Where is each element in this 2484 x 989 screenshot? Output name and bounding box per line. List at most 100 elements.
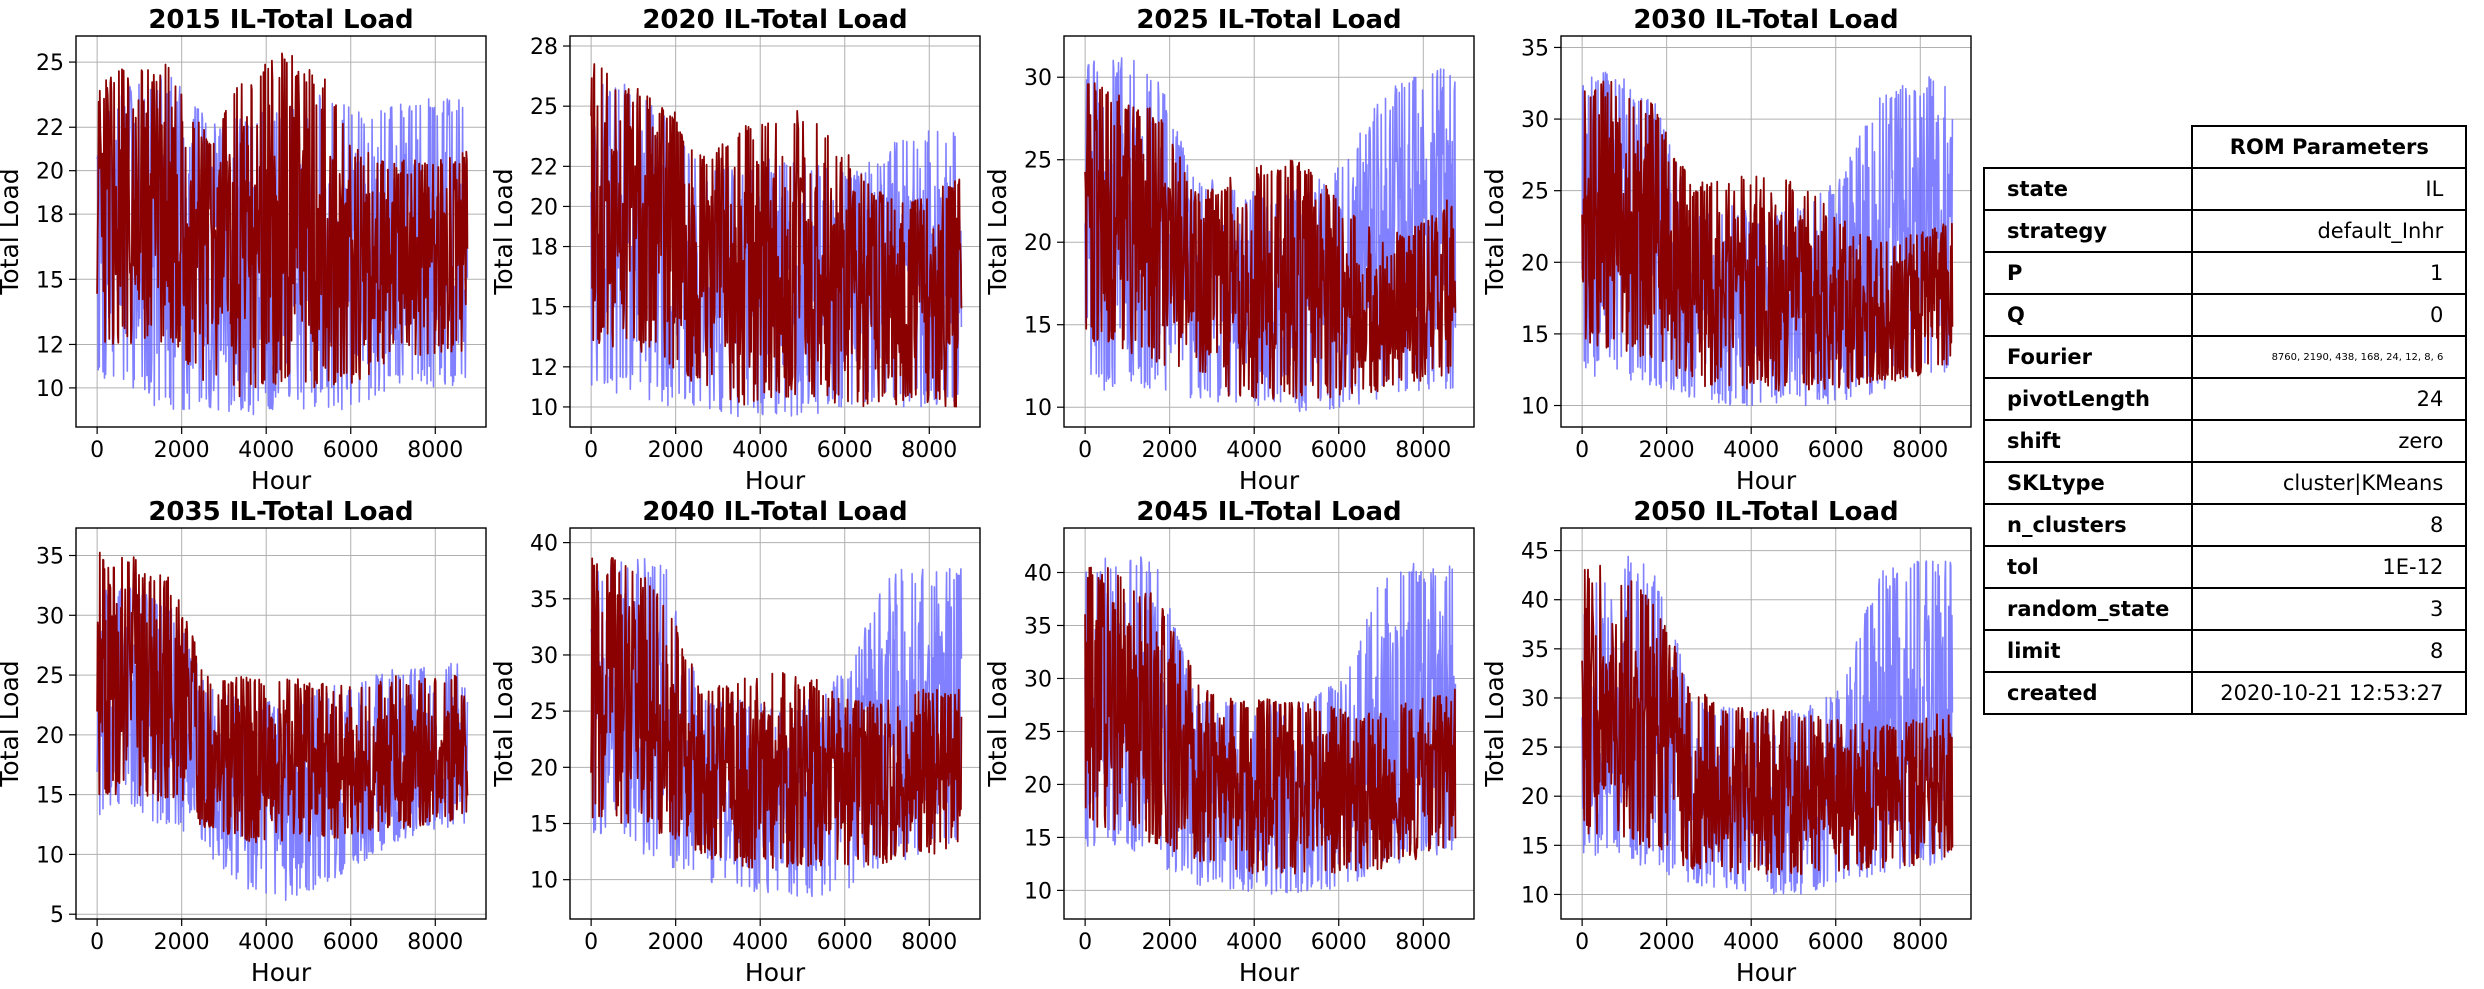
- table-row: random_state 3: [1982, 587, 2468, 631]
- y-axis-label: Total Load: [983, 660, 1012, 787]
- y-tick-label: 30: [1521, 687, 1549, 712]
- table-header-row: ROM Parameters: [1984, 125, 2468, 169]
- chart-panel: 0 2000 4000 6000 8000 10 15 20 25 30 35 2030 IL-Tot…: [1480, 5, 1972, 495]
- x-axis-label: Hour: [1239, 958, 1300, 987]
- param-key: limit: [1982, 629, 2194, 673]
- x-tick-label: 0: [1575, 930, 1589, 955]
- x-tick-label: 2000: [648, 438, 704, 463]
- x-tick-label: 2000: [1142, 438, 1198, 463]
- y-tick-label: 15: [530, 296, 558, 321]
- y-axis-label: Total Load: [0, 168, 24, 295]
- series-line-red: [1084, 566, 1457, 875]
- y-tick-label: 40: [1521, 589, 1549, 614]
- y-axis-label: Total Load: [1480, 168, 1509, 295]
- y-tick-label: 15: [530, 812, 558, 837]
- chart-title: 2015 IL-Total Load: [148, 5, 413, 35]
- y-tick-label: 12: [530, 356, 558, 381]
- y-tick-label: 45: [1521, 540, 1549, 565]
- table-row: SKLtype cluster|KMeans: [1982, 461, 2468, 505]
- y-tick-label: 25: [1024, 720, 1052, 745]
- chart-panel: 0 2000 4000 6000 8000 10 15 20 25 30 35 40 2040 IL-T…: [489, 497, 981, 987]
- x-tick-label: 2000: [648, 930, 704, 955]
- chart-panel: 0 2000 4000 6000 8000 10 12 15 18 20 22 25 2015 IL-T…: [0, 5, 487, 495]
- x-tick-label: 2000: [1142, 930, 1198, 955]
- param-value: cluster|KMeans: [2191, 461, 2468, 505]
- y-tick-label: 25: [1521, 736, 1549, 761]
- y-tick-label: 35: [1521, 638, 1549, 663]
- y-tick-label: 15: [36, 268, 64, 293]
- chart-panel: 0 2000 4000 6000 8000 10 15 20 25 30 2025 IL-Total…: [983, 5, 1475, 495]
- x-tick-label: 6000: [1808, 438, 1864, 463]
- y-tick-label: 30: [36, 604, 64, 629]
- table-row: created 2020-10-21 12:53:27: [1982, 671, 2468, 715]
- x-tick-label: 4000: [1723, 930, 1779, 955]
- series-line-red: [1581, 564, 1954, 876]
- y-tick-label: 15: [1024, 826, 1052, 851]
- param-value: 8: [2191, 503, 2468, 547]
- plot-frame: [569, 527, 981, 920]
- y-tick-label: 10: [1521, 395, 1549, 420]
- plot-frame: [1063, 35, 1475, 428]
- x-tick-label: 0: [90, 438, 104, 463]
- x-tick-label: 0: [1575, 438, 1589, 463]
- plot-frame: [75, 527, 487, 920]
- x-tick-label: 8000: [407, 438, 463, 463]
- y-tick-label: 35: [36, 545, 64, 570]
- plot-frame: [569, 35, 981, 428]
- x-tick-label: 8000: [901, 930, 957, 955]
- x-tick-label: 6000: [1808, 930, 1864, 955]
- param-key: SKLtype: [1982, 461, 2194, 505]
- x-tick-label: 4000: [732, 930, 788, 955]
- chart-panel: 0 2000 4000 6000 8000 10 15 20 25 30 35 40 45 2050 IL…: [1480, 497, 1972, 987]
- series-line-red: [96, 52, 469, 398]
- y-tick-label: 25: [1024, 149, 1052, 174]
- y-axis-label: Total Load: [0, 660, 24, 787]
- param-value: 8: [2191, 629, 2468, 673]
- param-key: n_clusters: [1982, 503, 2194, 547]
- x-tick-label: 8000: [407, 930, 463, 955]
- y-tick-label: 25: [1521, 180, 1549, 205]
- x-tick-label: 2000: [1639, 438, 1695, 463]
- x-tick-label: 8000: [1395, 930, 1451, 955]
- param-key: state: [1982, 167, 2194, 211]
- y-tick-label: 10: [36, 377, 64, 402]
- chart-title: 2030 IL-Total Load: [1633, 5, 1898, 35]
- y-tick-label: 10: [1024, 879, 1052, 904]
- plot-frame: [1063, 527, 1475, 920]
- chart-panel: 0 2000 4000 6000 8000 5 10 15 20 25 30 35 2035 IL-To…: [0, 497, 487, 987]
- x-tick-label: 2000: [154, 438, 210, 463]
- x-tick-label: 8000: [1892, 438, 1948, 463]
- y-tick-label: 40: [1024, 562, 1052, 587]
- param-key: Fourier: [1982, 335, 2194, 379]
- param-value: default_Inhr: [2191, 209, 2468, 253]
- y-tick-label: 10: [36, 843, 64, 868]
- table-corner-cell: [1984, 126, 2194, 169]
- x-tick-label: 2000: [1639, 930, 1695, 955]
- x-tick-label: 6000: [1311, 438, 1367, 463]
- param-key: Q: [1982, 293, 2194, 337]
- x-axis-label: Hour: [745, 958, 806, 987]
- y-tick-label: 22: [36, 116, 64, 141]
- y-tick-label: 35: [1024, 614, 1052, 639]
- x-tick-label: 4000: [1723, 438, 1779, 463]
- plot-frame: [1560, 527, 1972, 920]
- x-axis-label: Hour: [251, 958, 312, 987]
- x-tick-label: 4000: [1226, 930, 1282, 955]
- param-value: zero: [2191, 419, 2468, 463]
- y-tick-label: 25: [36, 51, 64, 76]
- y-axis-label: Total Load: [489, 660, 518, 787]
- table-row: shift zero: [1982, 419, 2468, 463]
- y-tick-label: 25: [36, 664, 64, 689]
- y-tick-label: 15: [36, 784, 64, 809]
- x-tick-label: 6000: [817, 930, 873, 955]
- param-value: 3: [2191, 587, 2468, 631]
- chart-title: 2025 IL-Total Load: [1136, 5, 1401, 35]
- y-tick-label: 30: [1521, 108, 1549, 133]
- table-row: limit 8: [1982, 629, 2468, 673]
- table-row: tol 1E-12: [1982, 545, 2468, 589]
- x-tick-label: 8000: [901, 438, 957, 463]
- y-axis-label: Total Load: [983, 168, 1012, 295]
- x-axis-label: Hour: [251, 466, 312, 495]
